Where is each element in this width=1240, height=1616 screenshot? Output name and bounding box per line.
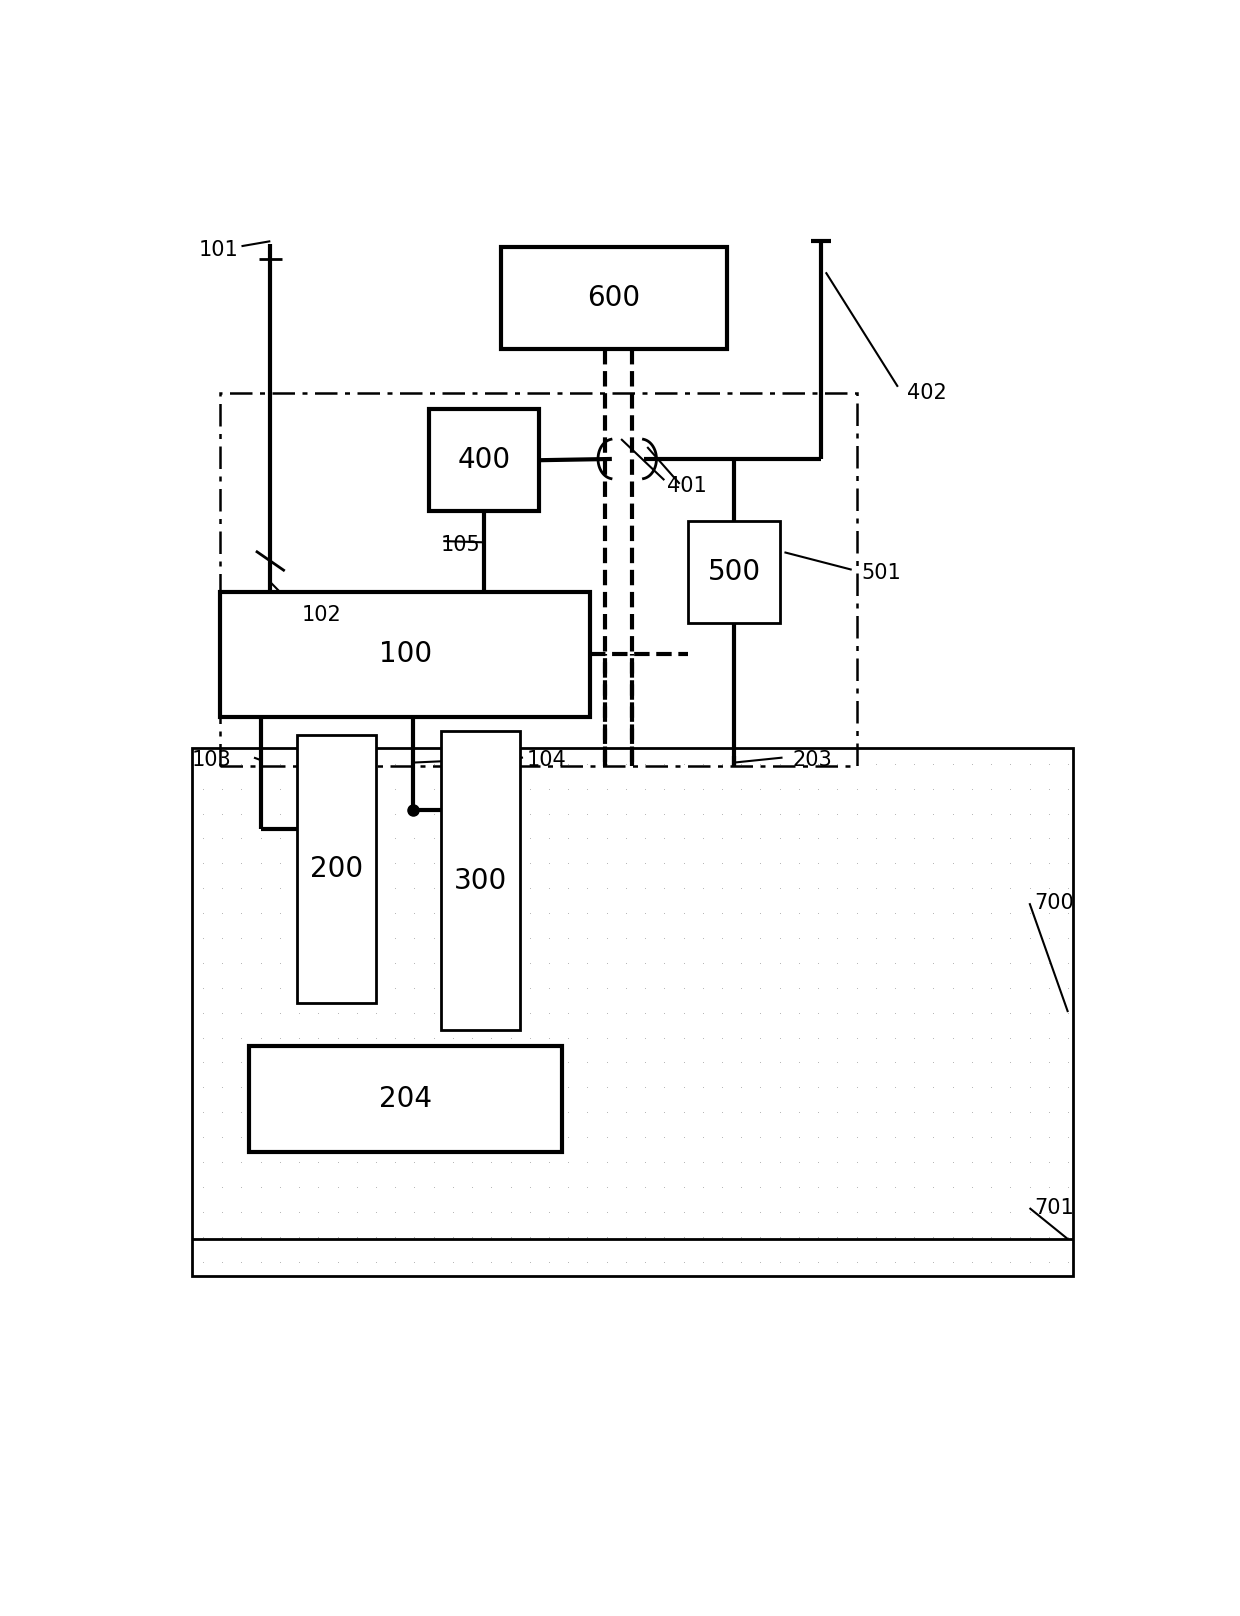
Bar: [221, 591, 590, 716]
Text: 501: 501: [862, 564, 901, 583]
Text: 203: 203: [792, 750, 832, 771]
Bar: [298, 735, 376, 1002]
Bar: [429, 409, 539, 511]
Text: 300: 300: [454, 866, 507, 895]
Bar: [441, 732, 521, 1029]
Text: 700: 700: [1034, 894, 1074, 913]
Text: 102: 102: [303, 604, 342, 624]
Text: 100: 100: [378, 640, 432, 669]
Text: 402: 402: [908, 383, 947, 402]
Text: 400: 400: [458, 446, 511, 473]
Text: 105: 105: [440, 535, 480, 554]
Text: 200: 200: [310, 855, 363, 882]
Text: 204: 204: [379, 1086, 432, 1113]
Text: 401: 401: [667, 477, 707, 496]
Bar: [191, 748, 1073, 1277]
Bar: [221, 393, 857, 766]
Text: 701: 701: [1034, 1197, 1074, 1218]
Bar: [249, 1046, 562, 1152]
Bar: [501, 247, 727, 349]
Text: 101: 101: [198, 239, 238, 260]
Text: 104: 104: [527, 750, 567, 771]
Text: 600: 600: [588, 284, 640, 312]
Text: 500: 500: [708, 558, 760, 587]
Text: 103: 103: [191, 750, 232, 771]
Bar: [688, 522, 780, 624]
